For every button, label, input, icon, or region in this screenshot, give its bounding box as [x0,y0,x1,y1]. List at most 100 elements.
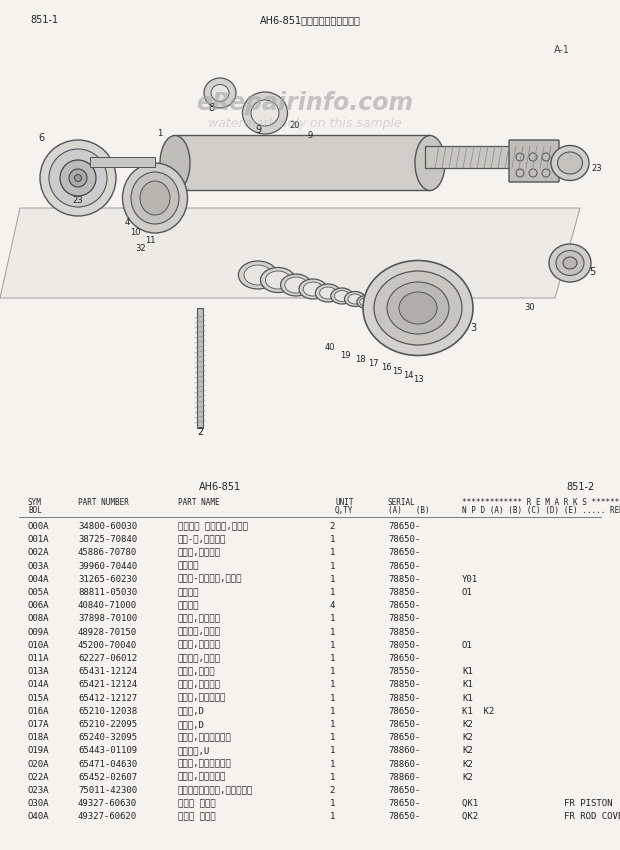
Text: 78850-: 78850- [388,627,420,637]
Bar [197,308,203,428]
Text: ピストン: ピストン [178,562,200,570]
Text: 65452-02607: 65452-02607 [78,773,137,782]
Text: 23: 23 [72,196,82,205]
Text: O22A: O22A [28,773,50,782]
Text: 78650-: 78650- [388,734,420,742]
Text: 1: 1 [330,548,335,558]
Text: 38725-70840: 38725-70840 [78,536,137,544]
Text: K1  K2: K1 K2 [462,707,494,716]
Text: 1: 1 [157,128,162,138]
Text: Q,TY: Q,TY [335,506,353,515]
Text: バルブ-アッセン,ロッド: バルブ-アッセン,ロッド [178,575,242,584]
Text: 30: 30 [525,303,535,313]
Text: 1: 1 [330,694,335,703]
Text: ハッシン,U: ハッシン,U [178,746,210,756]
Text: 40: 40 [325,343,335,353]
Text: 1: 1 [330,746,335,756]
Ellipse shape [74,174,81,182]
Text: リング,スリビング: リング,スリビング [178,694,226,703]
Text: 65412-12127: 65412-12127 [78,694,137,703]
Text: 78650-: 78650- [388,548,420,558]
Text: O1: O1 [462,588,472,597]
FancyBboxPatch shape [509,140,559,182]
Text: QK2                FR ROD COVER: QK2 FR ROD COVER [462,813,620,821]
Text: O1: O1 [462,641,472,649]
Ellipse shape [140,181,170,215]
Text: リング,D: リング,D [178,720,205,729]
Text: O16A: O16A [28,707,50,716]
Text: シリンダ アッセン,オイル: シリンダ アッセン,オイル [178,522,248,531]
Text: O11A: O11A [28,654,50,663]
Text: 78850-: 78850- [388,694,420,703]
Bar [175,135,430,190]
Text: O00A: O00A [28,522,50,531]
Text: リング,スクエア: リング,スクエア [178,680,221,689]
Ellipse shape [123,163,187,233]
Ellipse shape [244,265,272,285]
Ellipse shape [281,274,311,296]
Text: 9: 9 [255,125,261,135]
Ellipse shape [285,277,307,293]
Text: 78860-: 78860- [388,760,420,768]
Text: O20A: O20A [28,760,50,768]
Text: ナット,ピストン: ナット,ピストン [178,615,221,623]
Text: K2: K2 [462,773,472,782]
Ellipse shape [331,288,353,304]
Text: 78650-: 78650- [388,654,420,663]
Text: シール キット: シール キット [178,799,216,808]
Text: 65210-22095: 65210-22095 [78,720,137,729]
Text: 851-1: 851-1 [30,15,58,25]
Text: AH6-851　クランプ　シリンダ: AH6-851 クランプ シリンダ [260,15,360,25]
Text: AH6-851: AH6-851 [199,482,241,492]
Text: ストラップリング,ストリップ: ストラップリング,ストリップ [178,786,253,795]
Ellipse shape [316,284,340,302]
Text: 1: 1 [330,627,335,637]
Text: 78650-: 78650- [388,562,420,570]
Text: 15: 15 [392,367,402,377]
Ellipse shape [549,244,591,282]
Text: リング,ストップ: リング,ストップ [178,641,221,649]
Ellipse shape [374,271,462,345]
Text: O23A: O23A [28,786,50,795]
Text: 1: 1 [330,588,335,597]
Ellipse shape [204,78,236,108]
Text: 10: 10 [130,228,141,237]
Text: 62227-06012: 62227-06012 [78,654,137,663]
Text: シール キット: シール キット [178,813,216,821]
Text: ************* R E M A R K S *************: ************* R E M A R K S ************… [462,498,620,507]
Text: UNIT: UNIT [335,498,353,507]
Text: 78650-: 78650- [388,720,420,729]
Text: A-1: A-1 [554,45,570,55]
Text: O30A: O30A [28,799,50,808]
Ellipse shape [557,152,583,174]
Text: 65431-12124: 65431-12124 [78,667,137,677]
Text: 78850-: 78850- [388,575,420,584]
Text: O08A: O08A [28,615,50,623]
Ellipse shape [415,135,445,190]
Text: 78650-: 78650- [388,536,420,544]
Text: 31265-60230: 31265-60230 [78,575,137,584]
Text: O09A: O09A [28,627,50,637]
Text: 32: 32 [135,244,146,253]
Ellipse shape [265,271,291,289]
Text: K1: K1 [462,694,472,703]
Text: 1: 1 [330,615,335,623]
Text: K2: K2 [462,720,472,729]
Text: watermark only on this sample: watermark only on this sample [208,116,402,129]
Text: 78650-: 78650- [388,813,420,821]
Ellipse shape [348,294,362,304]
Text: 23: 23 [591,164,601,173]
Ellipse shape [319,287,337,299]
Text: QK1                FR PISTON: QK1 FR PISTON [462,799,613,808]
Text: 17: 17 [368,360,378,369]
Ellipse shape [160,135,190,190]
Text: N P D (A) (B) (C) (D) (E) ..... REMARK .....: N P D (A) (B) (C) (D) (E) ..... REMARK .… [462,506,620,515]
Text: 45200-70040: 45200-70040 [78,641,137,649]
Text: 3: 3 [470,323,476,333]
Ellipse shape [40,140,116,216]
Text: O18A: O18A [28,734,50,742]
Text: 1: 1 [330,734,335,742]
Text: 1: 1 [330,720,335,729]
Ellipse shape [242,92,288,134]
Polygon shape [0,208,580,298]
